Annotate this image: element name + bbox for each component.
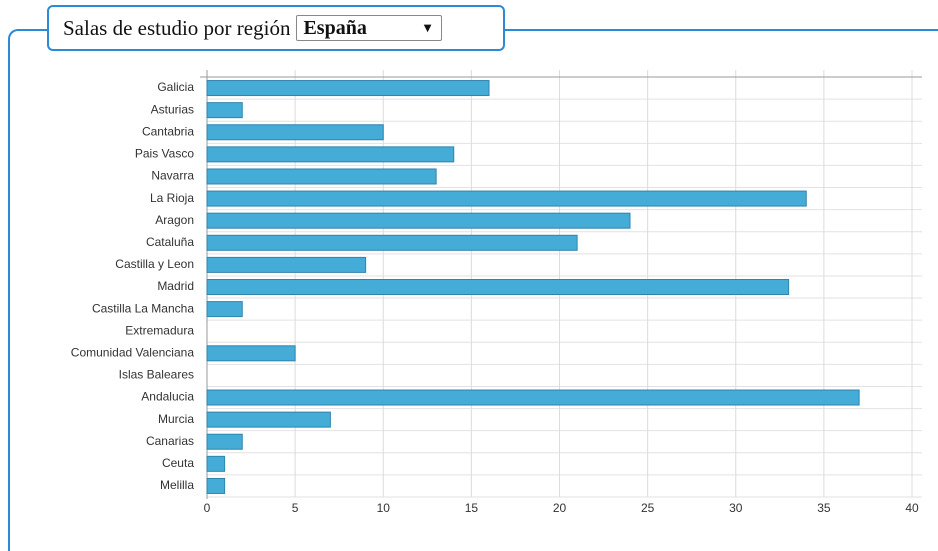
bar	[206, 455, 226, 472]
chart-title: Salas de estudio por región	[63, 15, 291, 40]
bar	[206, 234, 578, 251]
bar	[206, 389, 860, 406]
bar	[206, 301, 243, 318]
bar	[206, 433, 243, 450]
y-tick-label: Castilla y Leon	[115, 257, 194, 271]
x-tick-label: 0	[204, 501, 211, 515]
x-tick-label: 35	[817, 501, 831, 515]
x-tick-label: 15	[465, 501, 479, 515]
x-tick-label: 40	[905, 501, 919, 515]
title-box: Salas de estudio por región España ▼	[47, 5, 505, 51]
bar	[206, 411, 331, 428]
y-tick-label: Extremadura	[125, 323, 194, 337]
y-tick-label: Melilla	[160, 478, 194, 492]
bar	[206, 146, 455, 163]
bar	[206, 190, 807, 207]
y-tick-label: Aragon	[155, 213, 194, 227]
y-tick-label: Ceuta	[162, 456, 194, 470]
x-tick-label: 10	[377, 501, 391, 515]
y-tick-label: Navarra	[151, 169, 194, 183]
bar	[206, 279, 790, 295]
x-tick-label: 30	[729, 501, 743, 515]
select-arrow: ▼	[423, 22, 432, 34]
bar	[206, 124, 384, 141]
y-tick-label: Cataluña	[146, 235, 194, 249]
y-tick-label: Andalucia	[141, 390, 194, 404]
region-select[interactable]: España ▼	[296, 15, 443, 41]
bar	[206, 477, 226, 494]
bar	[206, 212, 631, 229]
y-tick-label: Cantabria	[142, 124, 194, 138]
bar	[206, 168, 437, 185]
y-tick-label: Islas Baleares	[119, 368, 194, 382]
x-tick-label: 5	[292, 501, 299, 515]
page: 0 5 10 15 20 25 30 35 40 Galicia Asturias Cantabria…	[8, 5, 938, 551]
y-tick-label: Murcia	[158, 412, 194, 426]
y-tick-label: La Rioja	[150, 191, 194, 205]
x-tick-label: 20	[553, 501, 567, 515]
y-tick-label: Comunidad Valenciana	[71, 345, 195, 359]
y-tick-label: Castilla La Mancha	[92, 301, 194, 315]
y-tick-label: Pais Vasco	[135, 147, 194, 161]
y-tick-label: Madrid	[157, 279, 194, 293]
bar	[206, 102, 243, 119]
bar	[206, 80, 490, 97]
bar	[206, 256, 367, 273]
y-tick-label: Canarias	[146, 434, 194, 448]
select-value: España	[303, 16, 367, 39]
bar	[206, 345, 296, 362]
x-tick-label: 25	[641, 501, 655, 515]
y-tick-label: Galicia	[157, 80, 194, 94]
chart: 0 5 10 15 20 25 30 35 40 Galicia Asturias Cantabria…	[71, 70, 922, 515]
y-tick-label: Asturias	[151, 102, 194, 116]
